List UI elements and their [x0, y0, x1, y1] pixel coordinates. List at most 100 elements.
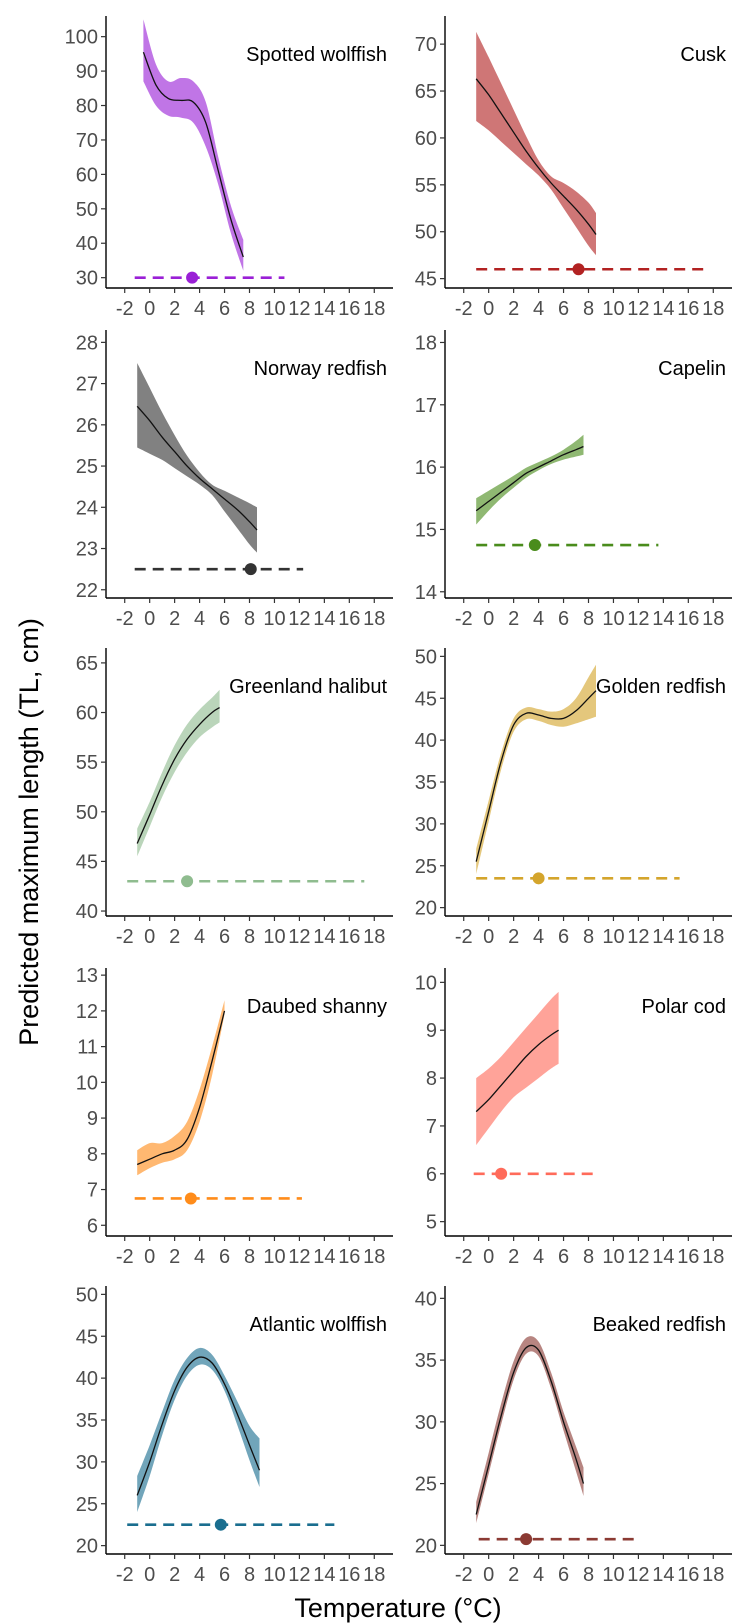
y-tick-label: 45	[76, 1326, 98, 1348]
x-tick-label: 16	[338, 1246, 360, 1268]
panel-title: Spotted wolffish	[246, 44, 387, 66]
y-tick-label: 25	[415, 1474, 437, 1496]
x-tick-label: 8	[583, 926, 594, 948]
x-tick-label: 8	[244, 1246, 255, 1268]
x-tick-label: 6	[219, 1246, 230, 1268]
reference-point	[184, 1192, 197, 1205]
x-tick-label: 14	[313, 1246, 335, 1268]
x-tick-label: 18	[363, 298, 385, 320]
x-tick-label: 10	[602, 608, 624, 630]
confidence-band	[476, 434, 584, 525]
fitted-line	[475, 1344, 585, 1515]
y-tick-label: 30	[415, 1412, 437, 1434]
x-tick-label: 8	[583, 608, 594, 630]
x-tick-label: 16	[338, 608, 360, 630]
x-tick-label: 12	[288, 608, 310, 630]
y-tick-label: 40	[415, 730, 437, 752]
x-tick-label: 0	[144, 1246, 155, 1268]
x-tick-label: 4	[533, 926, 544, 948]
x-tick-label: 14	[652, 298, 674, 320]
x-tick-label: 12	[627, 1246, 649, 1268]
y-tick-label: 40	[76, 901, 98, 923]
y-tick-label: 35	[415, 1350, 437, 1372]
x-tick-label: 2	[169, 1564, 180, 1586]
x-tick-label: 0	[483, 298, 494, 320]
x-tick-label: 18	[702, 926, 724, 948]
x-tick-label: 10	[602, 926, 624, 948]
x-tick-label: -2	[455, 298, 473, 320]
y-tick-label: 70	[76, 130, 98, 152]
x-tick-label: 12	[288, 926, 310, 948]
y-tick-label: 50	[76, 1284, 98, 1306]
y-tick-label: 25	[76, 456, 98, 478]
x-tick-label: 2	[508, 926, 519, 948]
y-tick-label: 5	[426, 1212, 437, 1234]
x-tick-label: 0	[144, 608, 155, 630]
x-tick-label: 10	[263, 1246, 285, 1268]
x-tick-label: 16	[338, 1564, 360, 1586]
y-tick-label: 50	[76, 199, 98, 221]
x-tick-label: -2	[116, 608, 134, 630]
fitted-line	[475, 690, 597, 862]
x-tick-label: 6	[558, 608, 569, 630]
x-tick-label: 18	[702, 1564, 724, 1586]
x-tick-label: -2	[116, 926, 134, 948]
x-tick-label: -2	[116, 298, 134, 320]
y-tick-label: 7	[87, 1180, 98, 1202]
x-tick-label: 2	[508, 608, 519, 630]
x-tick-label: 10	[263, 926, 285, 948]
y-tick-label: 9	[426, 1020, 437, 1042]
x-tick-label: 14	[313, 608, 335, 630]
x-tick-label: 2	[169, 608, 180, 630]
panel-title: Greenland halibut	[229, 676, 387, 698]
reference-point	[181, 875, 194, 888]
x-tick-label: 8	[583, 298, 594, 320]
y-tick-label: 55	[415, 175, 437, 197]
x-tick-label: 2	[508, 298, 519, 320]
y-tick-label: 24	[76, 497, 98, 519]
y-tick-label: 20	[415, 898, 437, 920]
y-tick-label: 35	[415, 772, 437, 794]
reference-point	[572, 263, 585, 276]
panel-title: Polar cod	[642, 996, 727, 1018]
y-tick-label: 70	[415, 34, 437, 56]
y-tick-label: 6	[426, 1164, 437, 1186]
fitted-line	[136, 405, 258, 531]
y-tick-label: 20	[415, 1535, 437, 1557]
x-tick-label: 12	[627, 926, 649, 948]
x-tick-label: 12	[288, 298, 310, 320]
x-tick-label: 18	[702, 1246, 724, 1268]
x-tick-label: 2	[508, 1246, 519, 1268]
y-tick-label: 60	[76, 164, 98, 186]
x-tick-label: 4	[194, 1564, 205, 1586]
fitted-line	[475, 78, 597, 235]
panel-cusk: 45 50 55 60 65 70 -2 0 2 4 6 8 10 12 14 16 18 Cusk	[415, 16, 732, 320]
panel-greenland-halibut: 40 45 50 55 60 65 -2 0 2 4 6 8 10 12 14 16 18 Greenland h…	[76, 648, 393, 948]
reference-point	[528, 539, 541, 552]
y-tick-label: 40	[76, 1368, 98, 1390]
y-tick-label: 45	[415, 269, 437, 291]
y-axis-title: Predicted maximum length (TL, cm)	[14, 618, 44, 1046]
panel-title: Golden redfish	[596, 676, 726, 698]
y-tick-label: 60	[76, 703, 98, 725]
x-tick-label: -2	[116, 1246, 134, 1268]
x-tick-label: 12	[627, 1564, 649, 1586]
panel-title: Capelin	[658, 358, 726, 380]
x-tick-label: 6	[558, 1246, 569, 1268]
x-tick-label: 10	[263, 298, 285, 320]
x-tick-label: 4	[533, 1246, 544, 1268]
x-tick-label: 16	[677, 1564, 699, 1586]
reference-point	[244, 563, 257, 576]
panel-title: Beaked redfish	[593, 1314, 726, 1336]
x-tick-label: 14	[313, 298, 335, 320]
y-tick-label: 65	[415, 81, 437, 103]
x-tick-label: 18	[702, 298, 724, 320]
reference-point	[186, 271, 199, 284]
x-tick-label: 10	[602, 298, 624, 320]
y-tick-label: 17	[415, 395, 437, 417]
x-tick-label: 10	[263, 608, 285, 630]
